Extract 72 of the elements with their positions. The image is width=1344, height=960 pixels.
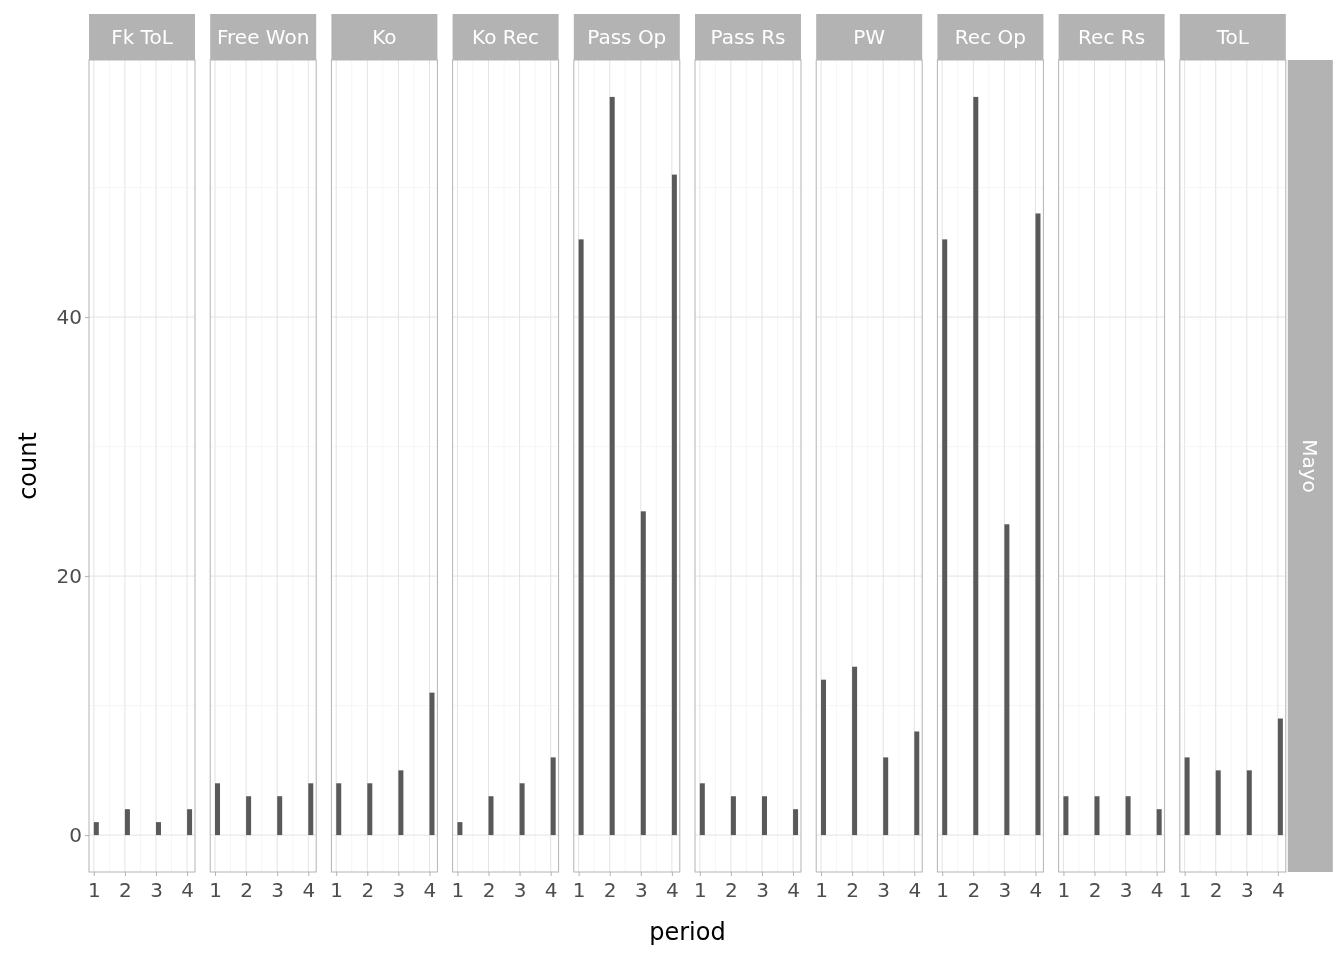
x-tick-label: 3 [392, 878, 406, 902]
x-tick-label: 3 [1119, 878, 1133, 902]
y-tick-label: 20 [56, 563, 82, 588]
x-tick-label: 1 [209, 878, 222, 902]
chart-title: Ko Rec [472, 25, 540, 49]
x-tick-label: 4 [302, 878, 316, 902]
bar [883, 757, 889, 836]
x-tick-label: 2 [482, 878, 496, 902]
text: Mayo [1298, 439, 1323, 493]
x-tick-label: 2 [119, 878, 132, 902]
x-tick-label: 1 [693, 878, 707, 902]
x-tick-label: 3 [998, 878, 1012, 902]
x-tick-label: 3 [513, 878, 527, 902]
chart-title: ToL [1215, 25, 1250, 49]
x-tick-label: 2 [240, 878, 253, 902]
bar [1004, 524, 1010, 836]
bar [519, 783, 525, 836]
x-tick-label: 2 [846, 878, 859, 902]
chart-title: Ko [372, 25, 397, 49]
x-tick-label: 2 [361, 878, 375, 902]
x-tick-label: 4 [1150, 878, 1164, 902]
chart-title: PW [853, 25, 886, 49]
x-tick-label: 3 [877, 878, 891, 902]
x-tick-label: 2 [1088, 878, 1102, 902]
x-tick-label: 2 [1209, 878, 1223, 902]
x-tick-label: 3 [1240, 878, 1254, 902]
x-tick-label: 4 [908, 878, 922, 902]
x-tick-label: 4 [423, 878, 437, 902]
y-tick-label: 0 [69, 822, 82, 847]
x-tick-label: 1 [330, 878, 344, 902]
bar [914, 731, 920, 836]
x-tick-label: 1 [451, 878, 465, 902]
x-tick-label: 4 [181, 878, 194, 902]
bar [457, 822, 463, 836]
bar [821, 679, 827, 836]
bar [488, 796, 494, 836]
chart-title: Fk ToL [111, 25, 174, 49]
chart-title: Pass Rs [710, 25, 786, 49]
x-tick-label: 3 [150, 878, 163, 902]
chart-title: Rec Op [954, 25, 1026, 49]
x-axis-title: period [649, 918, 726, 946]
chart-title: Pass Op [587, 25, 667, 49]
x-tick-label: 4 [787, 878, 800, 902]
x-tick-label: 4 [666, 878, 679, 902]
bar [1035, 213, 1041, 836]
x-tick-label: 4 [1272, 878, 1285, 902]
x-tick-label: 2 [725, 878, 738, 902]
x-tick-label: 2 [967, 878, 981, 902]
x-tick-label: 1 [936, 878, 950, 902]
bar [671, 174, 677, 836]
bar [852, 666, 858, 836]
x-tick-label: 1 [1178, 878, 1192, 902]
x-tick-label: 3 [756, 878, 769, 902]
bar [640, 511, 646, 836]
x-tick-label: 1 [87, 878, 101, 902]
x-tick-label: 1 [1057, 878, 1071, 902]
bar [578, 239, 584, 836]
x-tick-label: 3 [271, 878, 285, 902]
y-axis-title: count [14, 432, 42, 500]
y-tick-label: 40 [56, 304, 82, 329]
bar [973, 96, 979, 836]
bar [550, 757, 556, 836]
x-tick-label: 4 [544, 878, 558, 902]
x-tick-label: 3 [634, 878, 648, 902]
x-tick-label: 1 [572, 878, 586, 902]
chart-title: Rec Rs [1078, 25, 1146, 49]
x-tick-label: 1 [815, 878, 828, 902]
chart-title: Free Won [217, 25, 310, 49]
x-tick-label: 2 [603, 878, 617, 902]
bar [609, 96, 615, 836]
bar [942, 239, 948, 836]
x-tick-label: 4 [1029, 878, 1043, 902]
